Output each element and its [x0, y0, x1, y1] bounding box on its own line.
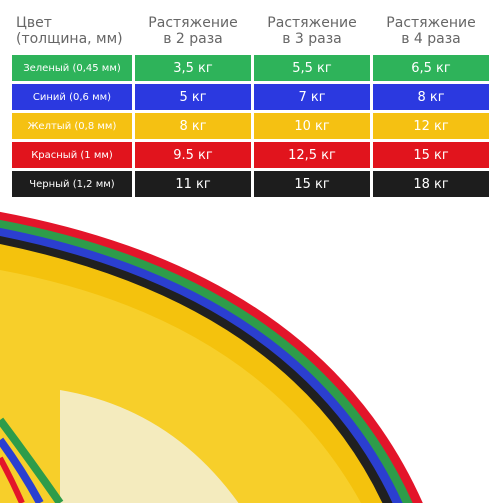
weight-cell: 15 кг — [254, 171, 370, 197]
weight-cell: 6,5 кг — [373, 55, 489, 81]
band-interior — [60, 390, 239, 503]
weight-cell: 3,5 кг — [135, 55, 251, 81]
band-edge-red — [0, 456, 25, 503]
weight-cell: 18 кг — [373, 171, 489, 197]
table-row: Зеленый (0,45 мм) 3,5 кг 5,5 кг 6,5 кг — [12, 55, 489, 81]
bands-photo — [0, 211, 423, 503]
band-edge-green — [0, 417, 64, 503]
weight-cell: 8 кг — [135, 113, 251, 139]
weight-cell: 10 кг — [254, 113, 370, 139]
header-cell: Растяжение в 2 раза — [148, 15, 238, 47]
table-row: Красный (1 мм) 9.5 кг 12,5 кг 15 кг — [12, 142, 489, 168]
table-row: Синий (0,6 мм) 5 кг 7 кг 8 кг — [12, 84, 489, 110]
weight-cell: 11 кг — [135, 171, 251, 197]
band-name: Синий (0,6 мм) — [12, 84, 132, 110]
table-row: Черный (1,2 мм) 11 кг 15 кг 18 кг — [12, 171, 489, 197]
band-name: Красный (1 мм) — [12, 142, 132, 168]
header-cell: Цвет (толщина, мм) — [16, 15, 123, 47]
band-name: Зеленый (0,45 мм) — [12, 55, 132, 81]
weight-cell: 9.5 кг — [135, 142, 251, 168]
band-name: Желтый (0,8 мм) — [12, 113, 132, 139]
band-name: Черный (1,2 мм) — [12, 171, 132, 197]
weight-cell: 15 кг — [373, 142, 489, 168]
weight-cell: 5,5 кг — [254, 55, 370, 81]
table-header: Цвет (толщина, мм) Растяжение в 2 раза Рас… — [12, 10, 488, 52]
band-edge-blue — [0, 437, 44, 503]
header-cell: Растяжение в 4 раза — [386, 15, 476, 47]
weight-cell: 5 кг — [135, 84, 251, 110]
table-row: Желтый (0,8 мм) 8 кг 10 кг 12 кг — [12, 113, 489, 139]
weight-cell: 7 кг — [254, 84, 370, 110]
weight-cell: 8 кг — [373, 84, 489, 110]
header-cell: Растяжение в 3 раза — [267, 15, 357, 47]
resistance-table: Цвет (толщина, мм) Растяжение в 2 раза Рас… — [12, 10, 489, 197]
weight-cell: 12,5 кг — [254, 142, 370, 168]
weight-cell: 12 кг — [373, 113, 489, 139]
